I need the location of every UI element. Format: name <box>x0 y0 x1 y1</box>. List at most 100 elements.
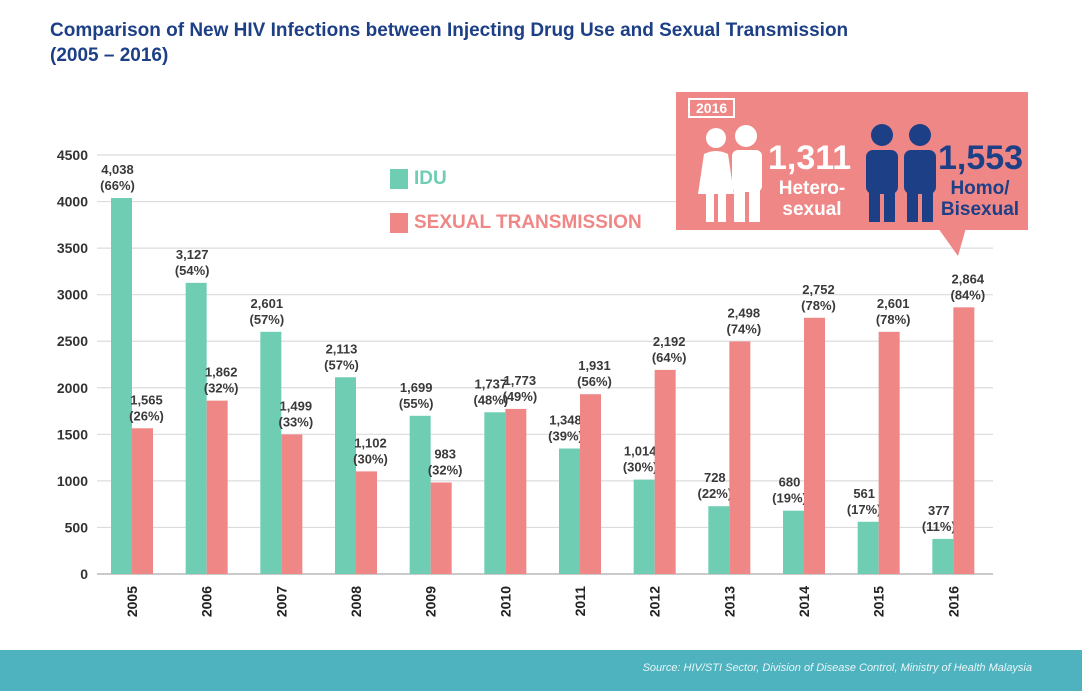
chart-title-line2: (2005 – 2016) <box>50 45 169 66</box>
callout-year-badge: 2016 <box>688 98 736 118</box>
x-tick-label: 2015 <box>871 586 887 617</box>
data-label-idu: 2,113 <box>326 341 358 356</box>
pct-label-sexual: (26%) <box>129 408 164 423</box>
chart-title-line1: Comparison of New HIV Infections between… <box>50 20 849 41</box>
x-tick-label: 2014 <box>796 586 812 617</box>
hetero-label-line1: Hetero- <box>778 178 846 199</box>
pct-label-sexual: (64%) <box>652 350 687 365</box>
bar-idu <box>708 506 730 574</box>
bar-idu <box>409 415 431 574</box>
homo-label-line1: Homo/ <box>950 178 1010 199</box>
pct-label-sexual: (84%) <box>950 287 985 302</box>
pct-label-sexual: (33%) <box>278 414 313 429</box>
pct-label-sexual: (78%) <box>876 312 911 327</box>
bar-sexual <box>953 307 975 574</box>
y-tick-label: 3500 <box>57 240 88 256</box>
bar-idu <box>783 510 804 574</box>
bar-sexual <box>132 428 153 574</box>
data-label-sexual: 2,192 <box>653 334 686 349</box>
bar-sexual <box>281 434 303 574</box>
bar-idu <box>559 448 580 574</box>
x-tick-label: 2006 <box>199 586 215 617</box>
pct-label-sexual: (74%) <box>726 321 761 336</box>
data-label-idu: 1,737 <box>475 376 508 391</box>
callout-pointer <box>938 228 966 256</box>
data-label-idu: 2,601 <box>251 296 284 311</box>
legend-label-sexual: SEXUAL TRANSMISSION <box>414 212 642 233</box>
pct-label-idu: (57%) <box>249 312 284 327</box>
bar-sexual <box>729 341 751 574</box>
y-tick-label: 0 <box>80 566 88 582</box>
bar-sexual <box>580 394 601 574</box>
pct-label-idu: (54%) <box>175 263 210 278</box>
bar-idu <box>185 282 207 574</box>
x-tick-label: 2008 <box>348 586 364 617</box>
x-tick-label: 2013 <box>721 586 737 617</box>
data-label-sexual: 1,773 <box>504 373 537 388</box>
y-tick-label: 3000 <box>57 287 88 303</box>
x-tick-label: 2012 <box>647 586 663 617</box>
y-tick-label: 1000 <box>57 473 88 489</box>
pct-label-idu: (19%) <box>772 491 807 506</box>
x-tick-label: 2009 <box>423 586 439 617</box>
bar-sexual <box>654 369 676 574</box>
footer-bar: Source: HIV/STI Sector, Division of Dise… <box>0 650 1082 691</box>
data-label-sexual: 1,862 <box>205 365 238 380</box>
data-label-sexual: 1,565 <box>130 392 163 407</box>
data-label-sexual: 2,752 <box>802 282 835 297</box>
pct-label-sexual: (49%) <box>502 389 537 404</box>
hetero-value: 1,311 <box>768 139 852 177</box>
hetero-label: Hetero- sexual <box>772 178 852 220</box>
bar-sexual <box>356 471 377 574</box>
data-label-idu: 728 <box>704 470 726 485</box>
chart-title: Comparison of New HIV Infections between… <box>50 18 950 68</box>
y-tick-label: 500 <box>65 519 89 535</box>
bar-sexual <box>878 331 900 574</box>
y-tick-label: 2500 <box>57 333 88 349</box>
data-label-idu: 680 <box>779 475 801 490</box>
data-label-sexual: 2,601 <box>877 296 910 311</box>
x-tick-label: 2016 <box>945 586 961 617</box>
pct-label-sexual: (32%) <box>204 381 239 396</box>
bar-sexual <box>505 408 527 574</box>
data-label-idu: 377 <box>928 503 950 518</box>
data-label-sexual: 2,864 <box>952 271 985 286</box>
bar-sexual <box>206 400 228 574</box>
x-tick-label: 2007 <box>273 586 289 617</box>
bar-idu <box>932 538 954 574</box>
pct-label-sexual: (32%) <box>428 462 463 477</box>
bar-idu <box>633 479 655 574</box>
legend-swatch-idu <box>390 169 408 189</box>
bar-chart: 0 500 1000 1500 2000 2500 3000 3500 4000 4500 4,03… <box>57 147 993 617</box>
data-label-sexual: 1,102 <box>354 435 387 450</box>
pct-label-sexual: (56%) <box>577 374 612 389</box>
pct-label-idu: (17%) <box>847 502 882 517</box>
footer-source: Source: HIV/STI Sector, Division of Dise… <box>642 662 1032 674</box>
pct-label-sexual: (78%) <box>801 298 836 313</box>
legend-label-idu: IDU <box>414 168 447 189</box>
pct-label-sexual: (30%) <box>353 451 388 466</box>
data-label-idu: 561 <box>853 486 875 501</box>
y-tick-label: 1500 <box>57 426 88 442</box>
pct-label-idu: (66%) <box>100 178 135 193</box>
bar-idu <box>335 377 356 574</box>
y-tick-label: 4000 <box>57 194 88 210</box>
homo-value: 1,553 <box>938 139 1024 177</box>
x-tick-label: 2011 <box>572 586 588 617</box>
data-label-sexual: 983 <box>434 446 456 461</box>
data-label-idu: 1,348 <box>549 412 582 427</box>
hetero-couple-icon <box>698 125 762 222</box>
homo-label-line2: Bisexual <box>940 199 1020 220</box>
pct-label-idu: (30%) <box>623 460 658 475</box>
x-tick-label: 2005 <box>124 586 140 617</box>
data-label-sexual: 2,498 <box>728 305 761 320</box>
hetero-label-line2: sexual <box>782 199 842 220</box>
data-label-sexual: 1,931 <box>578 358 611 373</box>
data-label-idu: 1,014 <box>624 444 657 459</box>
pct-label-idu: (11%) <box>922 519 956 534</box>
bar-sexual <box>804 317 825 574</box>
data-label-idu: 3,127 <box>176 247 209 262</box>
pct-label-idu: (22%) <box>697 486 732 501</box>
pct-label-idu: (39%) <box>548 428 583 443</box>
bar-idu <box>260 331 282 574</box>
